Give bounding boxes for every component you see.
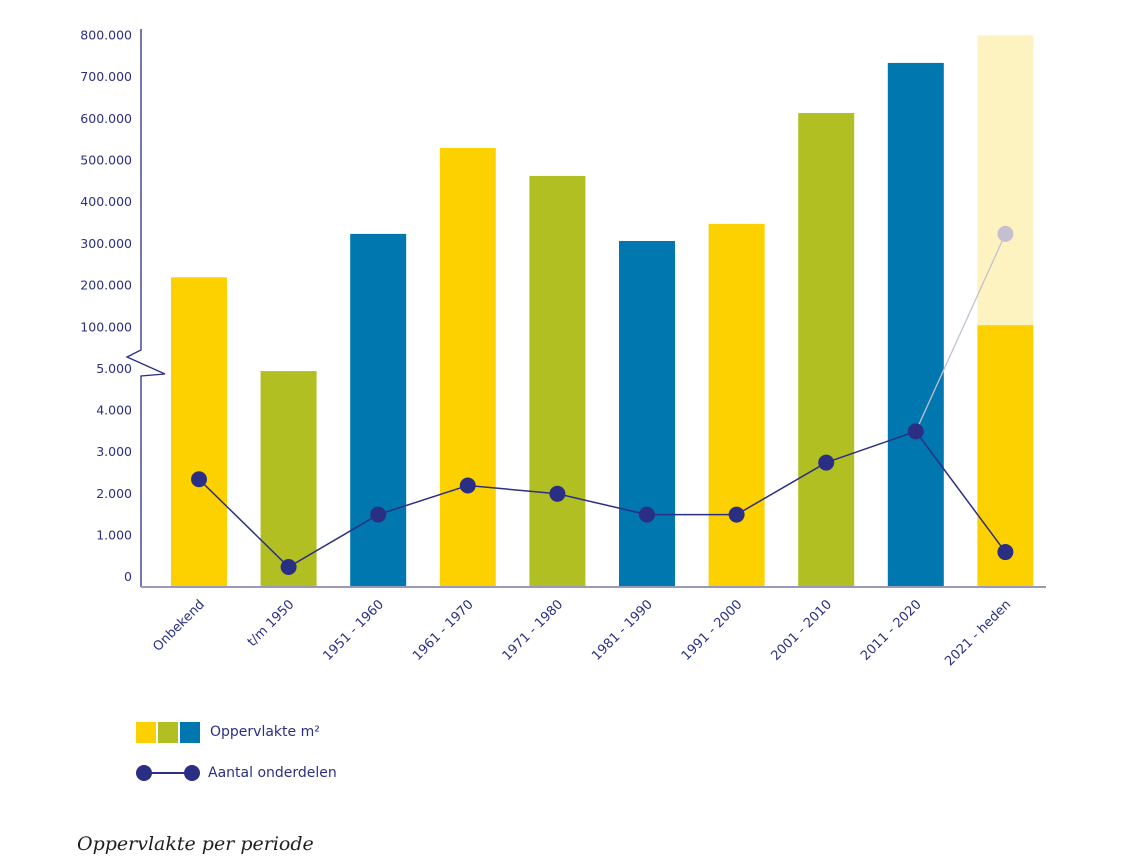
legend-item-oppervlakte: Oppervlakte m²	[136, 720, 337, 744]
x-category-label: 1991 - 2000	[679, 597, 746, 664]
line-point	[997, 544, 1014, 561]
x-category-label: 1981 - 1990	[589, 597, 656, 664]
line-point	[639, 506, 655, 523]
line-projection-segment	[915, 233, 1006, 432]
legend-label: Oppervlakte m²	[210, 724, 320, 740]
line-projection-point	[997, 225, 1014, 242]
line-point	[728, 506, 745, 523]
y-tick-label: 200.000	[80, 278, 132, 293]
y-tick-label: 400.000	[80, 194, 132, 209]
bar	[439, 147, 496, 588]
x-category-label: 2011 - 2020	[858, 597, 925, 664]
chart-canvas: 0 1.000 2.000 3.000 4.000 5.000 100.000 200.000…	[80, 27, 1046, 669]
y-tick-label: 300.000	[80, 236, 132, 251]
y-tick-label: 800.000	[80, 27, 132, 42]
legend-label: Aantal onderdelen	[208, 765, 337, 781]
bar	[260, 371, 317, 587]
legend-swatch-blue	[180, 721, 200, 743]
line-point	[549, 485, 566, 502]
bar	[798, 112, 855, 587]
legend-item-aantal: Aantal onderdelen	[136, 761, 337, 785]
chart-title: Oppervlakte per periode	[77, 833, 314, 855]
line-series	[191, 225, 1014, 576]
y-axis-ticks: 0 1.000 2.000 3.000 4.000 5.000 100.000 200.000…	[80, 27, 132, 584]
x-category-label: 2021 - heden	[942, 597, 1014, 669]
y-axis	[125, 29, 1046, 588]
line-point	[280, 559, 297, 576]
y-tick-label: 3.000	[96, 444, 132, 459]
bar	[977, 325, 1034, 587]
y-tick-label: 5.000	[96, 361, 132, 376]
bar	[529, 175, 586, 587]
legend: Oppervlakte m² Aantal onderdelen	[136, 720, 337, 802]
legend-swatch-yellow	[136, 721, 156, 743]
x-category-label: 1971 - 1980	[500, 597, 567, 664]
y-tick-label: 4.000	[96, 403, 132, 418]
y-tick-label: 500.000	[80, 153, 132, 168]
line-point	[818, 454, 835, 471]
y-tick-label: 100.000	[80, 319, 132, 334]
y-tick-label: 1.000	[96, 527, 132, 542]
line-point	[370, 506, 387, 523]
x-category-label: 1951 - 1960	[320, 597, 387, 664]
legend-swatch-green	[158, 721, 178, 743]
legend-line-marker-icon	[136, 763, 200, 783]
bars-layer	[171, 35, 1034, 588]
line-point	[907, 423, 924, 440]
bar	[350, 233, 407, 587]
x-category-label: Onbekend	[150, 597, 207, 654]
y-tick-label: 600.000	[80, 111, 132, 126]
y-tick-label: 0	[124, 569, 132, 584]
x-category-label: 2001 - 2010	[768, 597, 835, 664]
bar	[171, 277, 227, 587]
y-tick-label: 2.000	[96, 486, 132, 501]
x-category-label: 1961 - 1970	[410, 597, 477, 664]
bar	[887, 62, 944, 588]
line-point	[191, 471, 207, 488]
line-path	[198, 430, 1007, 568]
x-axis-categories: Onbekend t/m 1950 1951 - 1960 1961 - 1970 19…	[150, 597, 1014, 669]
bar	[708, 223, 765, 587]
line-point	[459, 477, 476, 494]
y-tick-label: 700.000	[80, 69, 132, 84]
x-category-label: t/m 1950	[245, 597, 298, 650]
y-axis-line-with-break	[125, 29, 166, 587]
bar	[619, 240, 675, 587]
